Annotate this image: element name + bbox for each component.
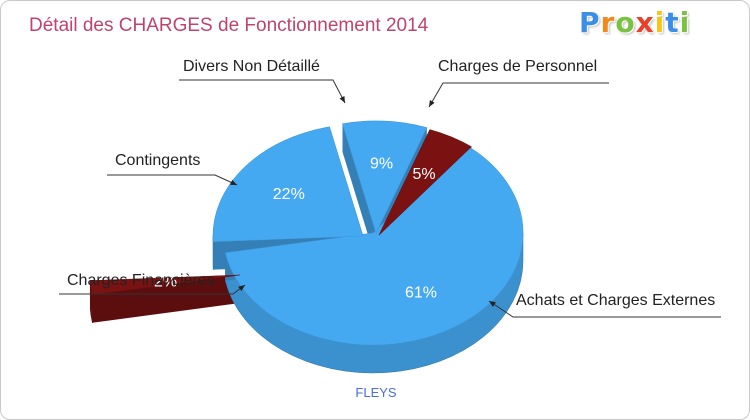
slice-percentage: 2%	[154, 273, 177, 290]
logo-letter: o	[615, 6, 636, 39]
leader-line	[428, 82, 609, 108]
logo-letter: i	[679, 6, 691, 39]
pie-slice	[212, 126, 364, 242]
leader-line	[107, 174, 238, 186]
leader-arrow	[238, 285, 245, 292]
pie-slice	[89, 274, 241, 296]
slice-percentage: 22%	[273, 186, 305, 203]
leader-line	[179, 79, 346, 104]
slice-label: Achats et Charges Externes	[516, 292, 715, 309]
logo-letter: x	[635, 6, 655, 39]
pie-slice	[378, 129, 472, 236]
logo-letter: P	[579, 6, 601, 39]
leader-arrow	[230, 179, 237, 185]
pie-slice	[342, 120, 428, 234]
pie-tops	[89, 120, 524, 346]
logo-letter: i	[654, 6, 666, 39]
proxiti-logo: Proxiti	[579, 6, 690, 39]
leader-arrow	[339, 96, 345, 103]
slice-label: Charges de Personnel	[438, 58, 597, 75]
pie-slice	[224, 144, 524, 346]
logo-letter: r	[600, 6, 616, 39]
slice-label: Divers Non Détaillé	[183, 58, 320, 75]
slice-percentage: 61%	[405, 285, 437, 302]
commune-label: FLEYS	[355, 385, 397, 400]
slice-label: Charges Financières	[67, 272, 215, 289]
chart-title: Détail des CHARGES de Fonctionnement 201…	[29, 15, 429, 36]
leader-arrow	[489, 301, 496, 307]
logo-letter: t	[665, 6, 680, 39]
pie-slice-wall	[342, 123, 376, 261]
slice-percentage: 5%	[412, 166, 435, 183]
leader-line	[488, 300, 721, 318]
slice-percentage: 9%	[370, 156, 393, 173]
slice-label: Contingents	[115, 152, 200, 169]
leader-arrow	[429, 100, 435, 107]
